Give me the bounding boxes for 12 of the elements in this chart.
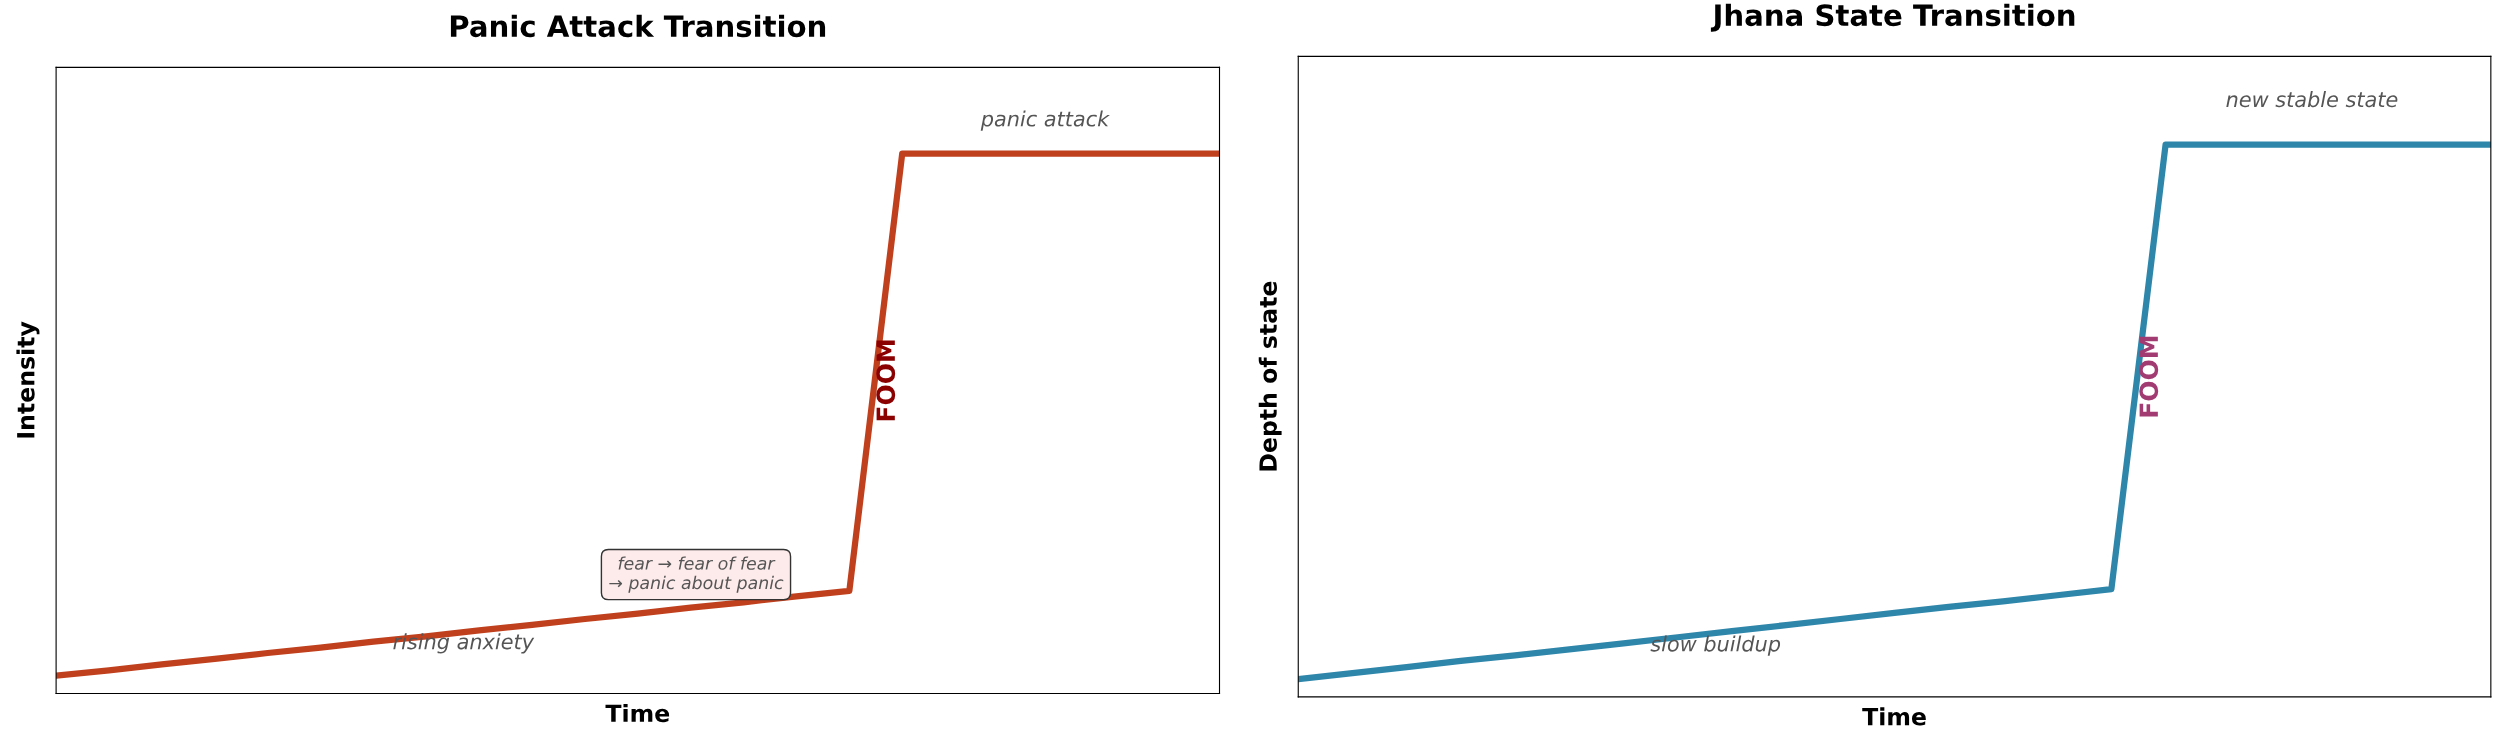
annotation: FOOM	[2139, 336, 2159, 417]
annotation: fear → fear of fear → panic about panic	[609, 556, 784, 593]
text: new stable state	[2226, 91, 2398, 108]
annotation: slow buildup	[1650, 635, 1781, 656]
y-axis-title: Intensity	[16, 321, 40, 438]
x-axis-title: Time	[1862, 707, 1926, 726]
y-axis-title: Depth of state	[1258, 281, 1282, 471]
annotation: FOOM	[876, 340, 896, 421]
text: panic attack	[980, 110, 1110, 131]
chart-title: Panic Attack Transition	[450, 14, 826, 38]
chart-title: Jhana State Transition	[1710, 3, 2075, 32]
x-axis-title: Time	[605, 703, 670, 723]
